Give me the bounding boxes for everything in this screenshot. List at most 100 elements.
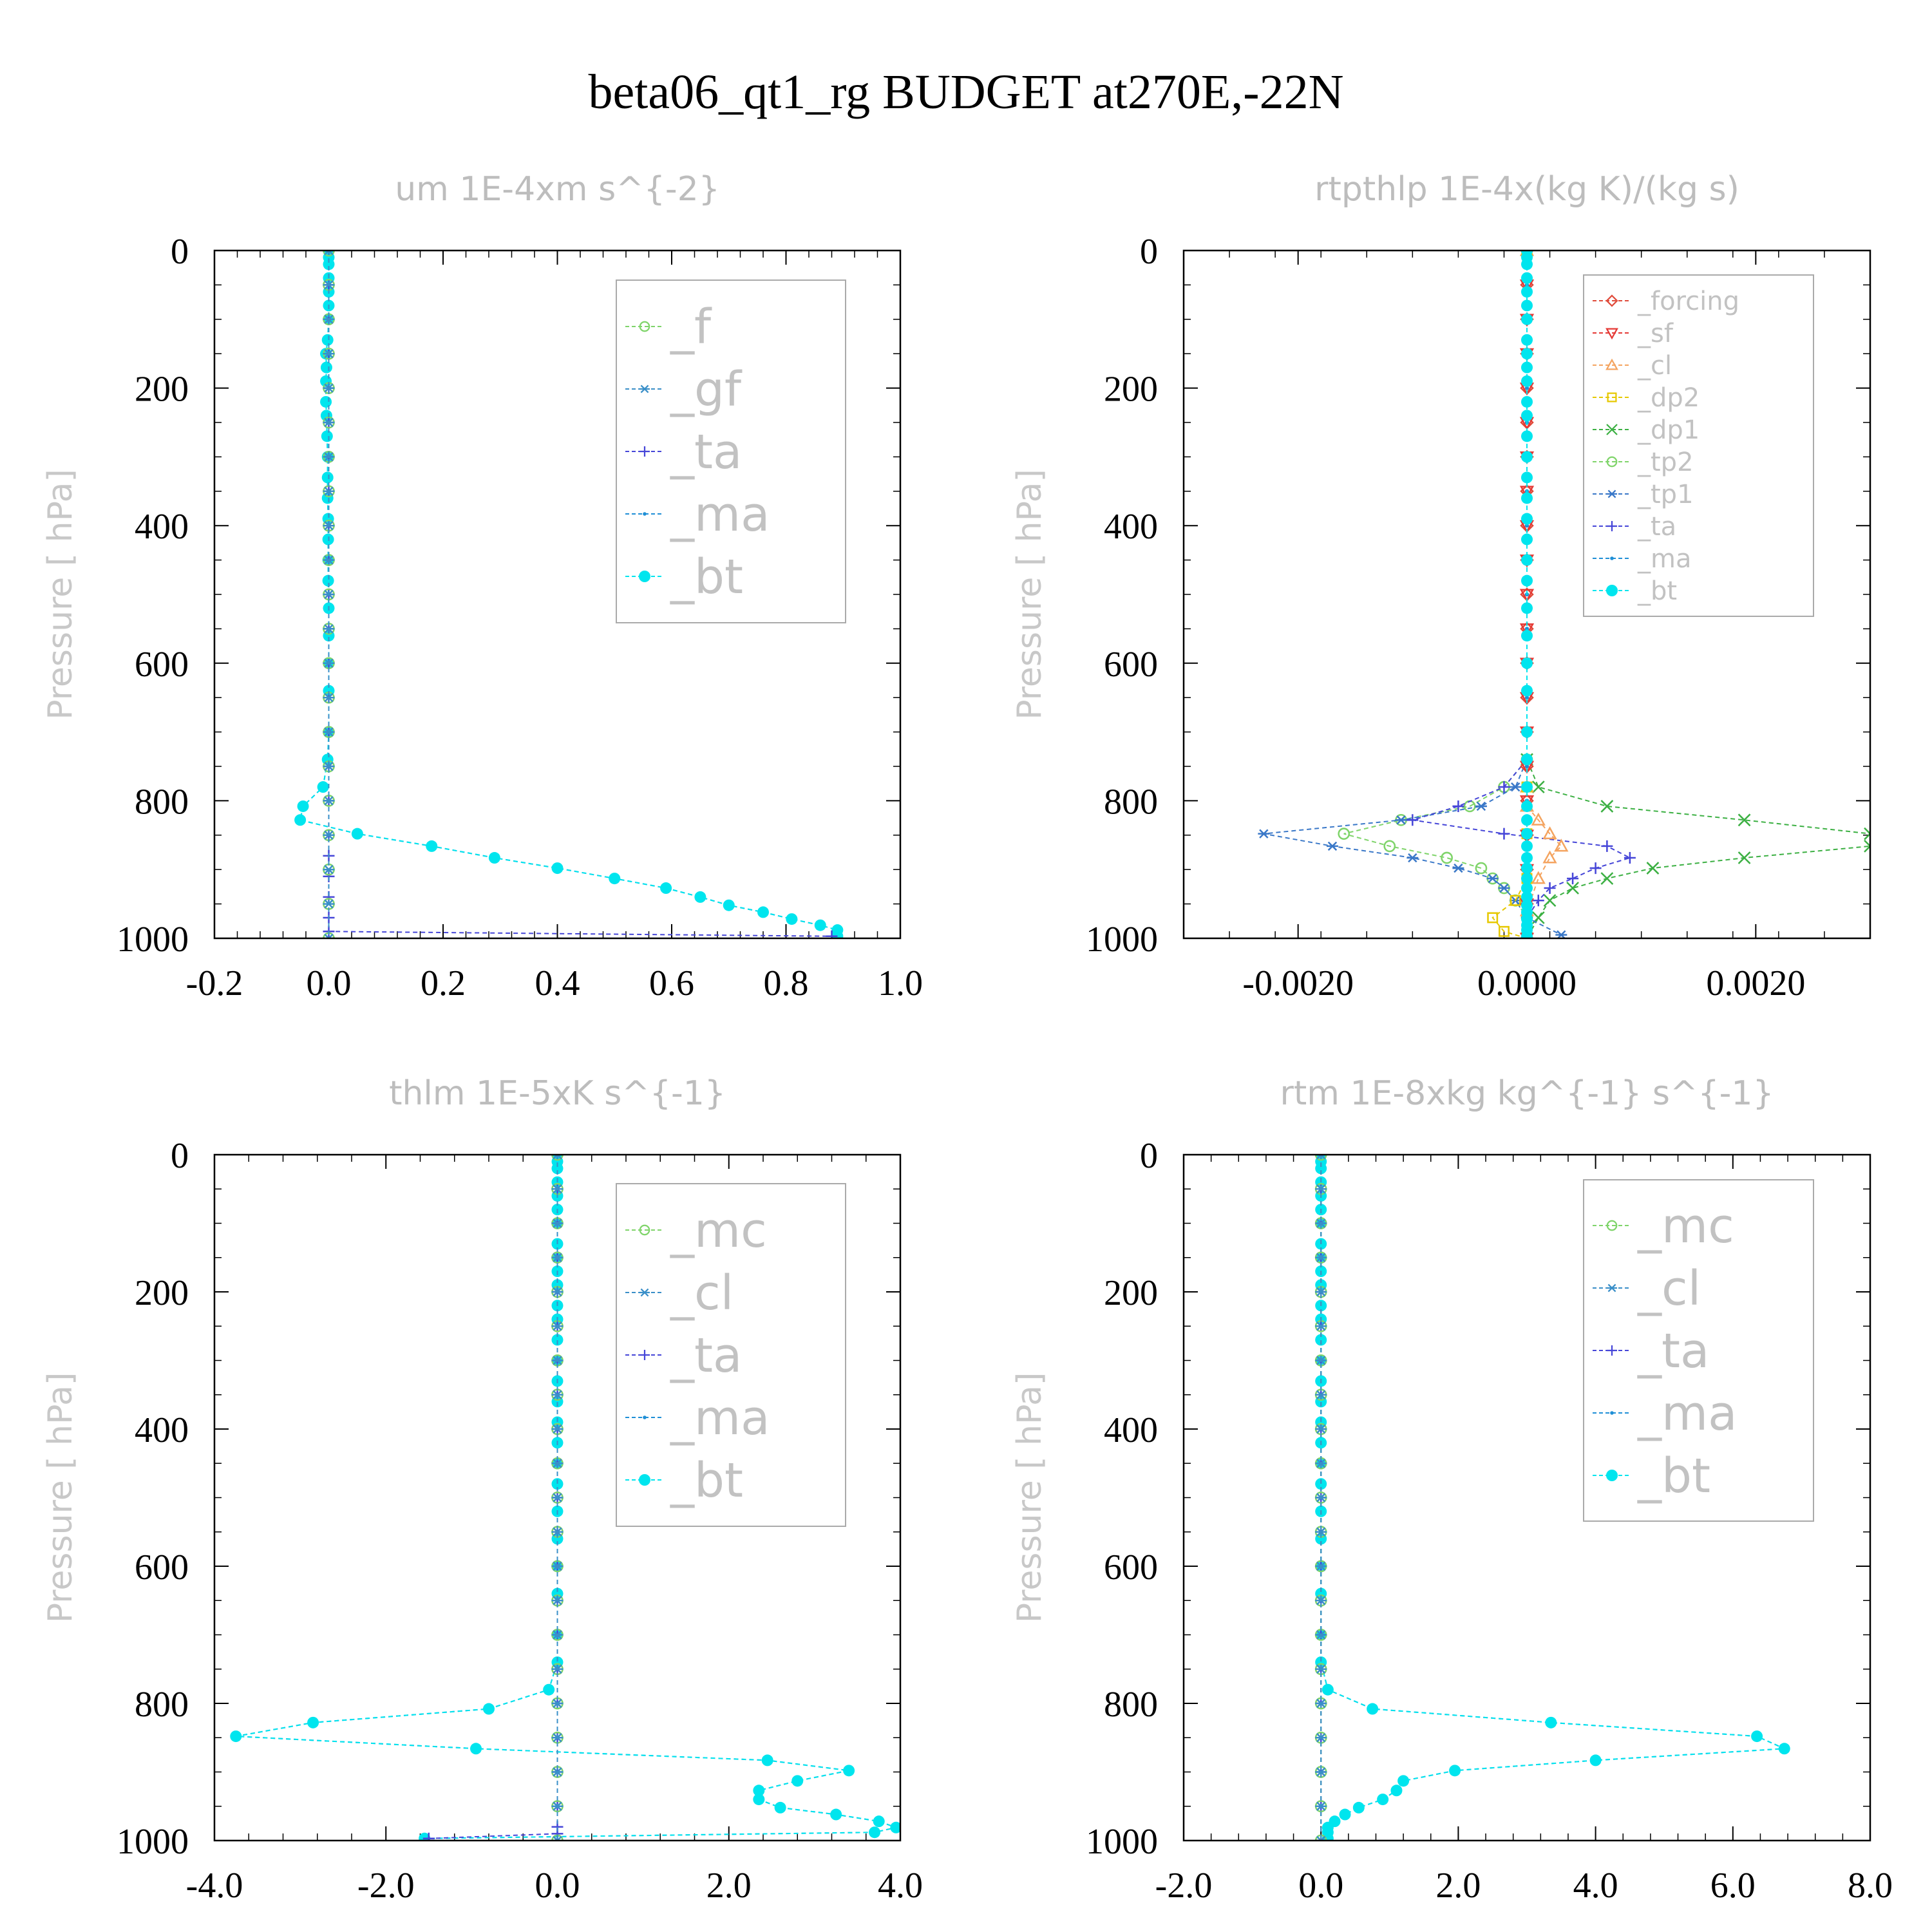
data-point <box>1521 852 1533 864</box>
panel-title: rtpthlp 1E-4x(kg K)/(kg s) <box>1314 170 1739 209</box>
data-point <box>230 1730 242 1743</box>
plot-area <box>1258 251 1870 938</box>
data-point <box>609 873 621 885</box>
data-point <box>551 1478 564 1490</box>
y-axis-label: Pressure [ hPa] <box>1010 1372 1049 1624</box>
data-point <box>1390 1785 1403 1797</box>
data-point <box>1521 873 1533 885</box>
series-cl <box>1315 1155 1327 1841</box>
data-point <box>830 1808 842 1821</box>
data-point <box>1338 828 1350 840</box>
data-point <box>1321 1683 1334 1696</box>
data-point <box>1326 841 1338 851</box>
legend-marker <box>1610 1411 1614 1415</box>
legend: _forcing _sf _cl_dp2_dp1 _tp2 _tp1 _ta_ma_bt <box>1583 274 1814 617</box>
legend-marker <box>1607 1345 1617 1356</box>
data-point <box>1524 524 1530 528</box>
data-point <box>321 334 334 346</box>
x-tick-label: 6.0 <box>1710 1866 1756 1906</box>
data-point <box>551 1561 564 1571</box>
data-point <box>1521 753 1533 766</box>
legend-item-tp1: _tp1 <box>1593 480 1694 509</box>
data-point <box>1521 471 1533 484</box>
data-point <box>1315 1155 1327 1160</box>
legend: _f _gf _ta _ma _bt <box>616 279 846 623</box>
data-point <box>1521 630 1533 642</box>
legend-item-sf: _sf <box>1593 319 1674 348</box>
x-tick-label: -4.0 <box>186 1866 243 1906</box>
data-point <box>1864 827 1870 840</box>
data-point <box>1441 851 1453 864</box>
data-point <box>321 430 333 442</box>
x-tick-label: -2.0 <box>357 1866 415 1906</box>
data-point <box>1521 882 1533 895</box>
x-tick-label: 0.2 <box>421 963 466 1003</box>
data-point <box>1524 696 1530 700</box>
data-point <box>551 1334 564 1346</box>
data-point <box>422 1832 435 1841</box>
legend-item-ma: _ma <box>1593 1386 1737 1441</box>
data-point <box>551 1596 564 1605</box>
figure-title: beta06_qt1_rg BUDGET at270E,-22N <box>589 65 1344 119</box>
x-tick-label: 0.0 <box>1298 1866 1343 1906</box>
legend-label: _dp2 <box>1637 383 1700 413</box>
panel-1: um 1E-4xm s^{-2} Pressure [ hPa] 0 200 400 60… <box>41 170 923 1003</box>
legend-item-ta: _ta <box>1593 1323 1709 1379</box>
series-gf <box>323 251 335 938</box>
legend-label: _tp2 <box>1637 448 1694 477</box>
legend-marker <box>1606 585 1618 596</box>
data-point <box>1521 286 1533 298</box>
data-point <box>1600 800 1614 813</box>
data-point <box>551 1287 564 1297</box>
data-point <box>551 1184 564 1194</box>
legend-marker <box>1607 521 1617 531</box>
data-point <box>1521 334 1533 346</box>
data-point <box>1567 873 1579 885</box>
data-point <box>1738 813 1751 827</box>
data-point <box>1352 1801 1365 1814</box>
x-tick-label: 8.0 <box>1848 1866 1893 1906</box>
data-point <box>1543 894 1557 907</box>
data-point <box>1521 554 1533 566</box>
data-point <box>323 796 335 806</box>
data-point <box>1524 386 1530 390</box>
data-point <box>307 1716 319 1728</box>
legend-marker <box>1605 358 1618 370</box>
data-point <box>483 1703 495 1715</box>
y-tick-label: 400 <box>1104 507 1158 547</box>
legend-label: _cl <box>1637 1261 1701 1316</box>
legend-marker <box>1606 456 1618 468</box>
data-point <box>551 1733 564 1743</box>
data-point <box>1521 891 1533 903</box>
data-point <box>1475 862 1488 875</box>
legend-item-ta: _ta <box>1593 512 1676 542</box>
y-tick-label: 200 <box>135 370 189 410</box>
data-point <box>1475 801 1487 811</box>
legend-marker <box>639 571 650 582</box>
data-point <box>1521 814 1533 826</box>
data-point <box>323 349 335 359</box>
data-point <box>1600 872 1614 885</box>
data-point <box>323 830 335 840</box>
y-tick-label: 0 <box>171 232 189 272</box>
data-point <box>1778 1743 1790 1755</box>
data-point <box>1521 930 1533 938</box>
x-tick-label: 0.0 <box>307 963 352 1003</box>
legend-item-cl: _cl <box>625 1265 734 1321</box>
data-point <box>1531 871 1546 884</box>
legend-label: _ta <box>670 1328 742 1383</box>
data-point <box>426 840 438 852</box>
legend-label: _bt <box>1637 1448 1710 1504</box>
panel-4: rtm 1E-8xkg kg^{-1} s^{-1} Pressure [ hPa… <box>1010 1074 1893 1906</box>
data-point <box>317 781 329 793</box>
panel-title: rtm 1E-8xkg kg^{-1} s^{-1} <box>1280 1074 1774 1113</box>
data-point <box>1406 853 1419 863</box>
y-tick-label: 200 <box>1104 370 1158 410</box>
legend-marker <box>639 1288 650 1297</box>
legend-marker <box>639 1224 650 1236</box>
x-axis: -0.2 0.0 0.2 0.4 0.6 0.8 1.0 <box>186 251 923 1003</box>
data-point <box>1519 589 1535 602</box>
x-tick-label: 1.0 <box>878 963 923 1003</box>
data-point <box>1315 1390 1327 1399</box>
data-point <box>1624 852 1636 864</box>
